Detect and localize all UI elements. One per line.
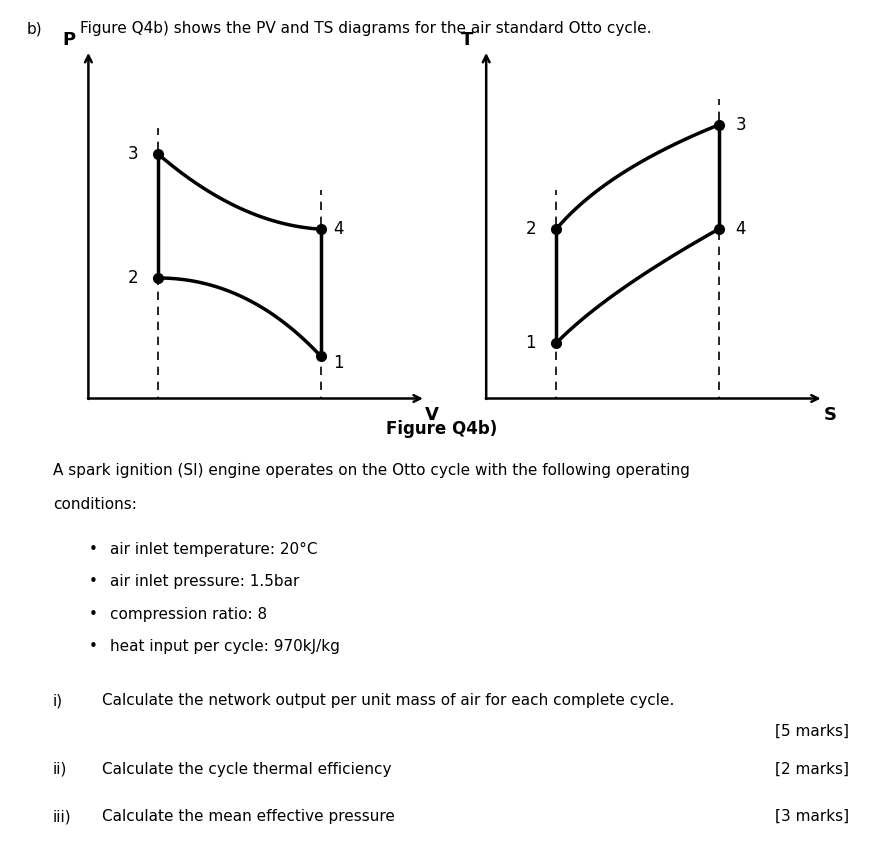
Text: Calculate the mean effective pressure: Calculate the mean effective pressure (102, 809, 394, 824)
Text: 4: 4 (333, 220, 344, 238)
Text: •: • (88, 574, 97, 590)
Text: A spark ignition (SI) engine operates on the Otto cycle with the following opera: A spark ignition (SI) engine operates on… (53, 463, 690, 478)
Text: Figure Q4b): Figure Q4b) (386, 420, 498, 438)
Text: 3: 3 (127, 145, 138, 164)
Text: 2: 2 (127, 269, 138, 287)
Text: T: T (461, 31, 473, 50)
Text: 3: 3 (735, 116, 746, 134)
Text: [3 marks]: [3 marks] (774, 809, 849, 824)
Text: b): b) (27, 21, 42, 37)
Text: S: S (823, 405, 836, 424)
Text: •: • (88, 639, 97, 655)
Text: compression ratio: 8: compression ratio: 8 (110, 607, 268, 622)
Text: [2 marks]: [2 marks] (774, 762, 849, 777)
Text: air inlet pressure: 1.5bar: air inlet pressure: 1.5bar (110, 574, 300, 590)
Text: 4: 4 (735, 220, 746, 238)
Text: air inlet temperature: 20°C: air inlet temperature: 20°C (110, 542, 318, 557)
Text: [5 marks]: [5 marks] (774, 724, 849, 740)
Text: V: V (425, 405, 439, 424)
Text: •: • (88, 542, 97, 557)
Text: conditions:: conditions: (53, 497, 137, 512)
Text: Figure Q4b) shows the PV and TS diagrams for the air standard Otto cycle.: Figure Q4b) shows the PV and TS diagrams… (80, 21, 651, 37)
Text: heat input per cycle: 970kJ/kg: heat input per cycle: 970kJ/kg (110, 639, 340, 655)
Text: 1: 1 (333, 354, 344, 372)
Text: ii): ii) (53, 762, 67, 777)
Text: 1: 1 (525, 334, 536, 352)
Text: 2: 2 (525, 220, 536, 238)
Text: i): i) (53, 693, 63, 709)
Text: iii): iii) (53, 809, 72, 824)
Text: •: • (88, 607, 97, 622)
Text: P: P (63, 31, 76, 50)
Text: Calculate the network output per unit mass of air for each complete cycle.: Calculate the network output per unit ma… (102, 693, 674, 709)
Text: Calculate the cycle thermal efficiency: Calculate the cycle thermal efficiency (102, 762, 391, 777)
